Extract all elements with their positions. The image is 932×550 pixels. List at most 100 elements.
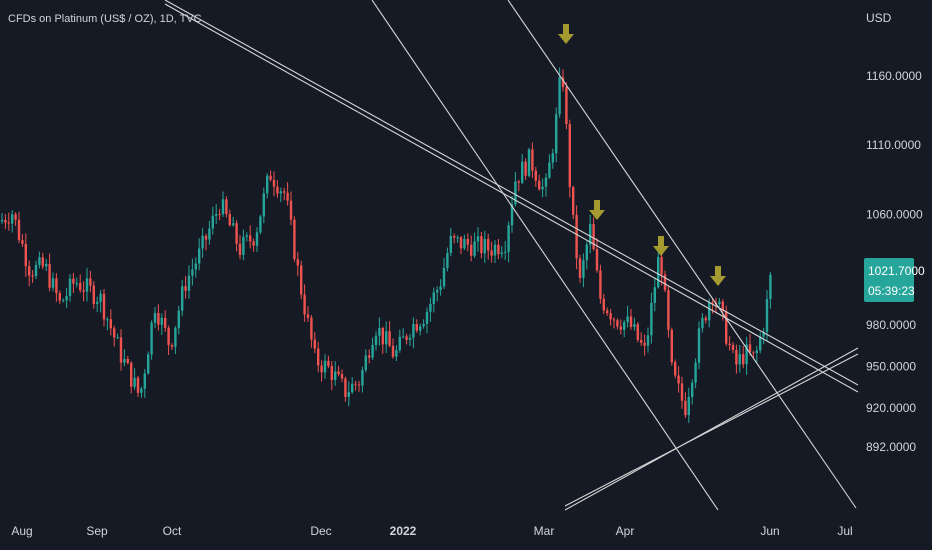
candle-body bbox=[252, 241, 255, 246]
candle-body bbox=[449, 235, 452, 253]
candle-body bbox=[204, 235, 208, 240]
candle-body bbox=[680, 383, 684, 401]
candle-body bbox=[453, 235, 456, 238]
candle-body bbox=[191, 269, 194, 276]
candle-body bbox=[181, 286, 184, 311]
candle-body bbox=[313, 339, 316, 349]
candle-body bbox=[337, 371, 340, 375]
candle-body bbox=[347, 392, 350, 397]
candle-body bbox=[745, 344, 748, 365]
candle-body bbox=[432, 292, 435, 304]
candle-body bbox=[306, 314, 310, 318]
candle-body bbox=[113, 328, 116, 338]
trendline bbox=[507, 0, 857, 509]
candle-body bbox=[21, 240, 24, 244]
candle-body bbox=[653, 287, 656, 303]
candle-body bbox=[674, 362, 677, 376]
candle-body bbox=[527, 149, 531, 176]
trendline bbox=[564, 347, 859, 511]
candle-body bbox=[599, 270, 602, 299]
down-arrow-icon bbox=[653, 236, 669, 256]
candle-body bbox=[425, 311, 429, 324]
candle-body bbox=[381, 328, 384, 345]
candle-body bbox=[575, 214, 578, 259]
arrows-layer bbox=[558, 24, 726, 286]
candle-body bbox=[592, 224, 595, 250]
candle-body bbox=[296, 259, 299, 266]
candle-body bbox=[735, 349, 738, 365]
candle-body bbox=[521, 161, 524, 183]
x-tick-label: Jun bbox=[760, 524, 779, 538]
candle-body bbox=[721, 301, 724, 312]
candle-body bbox=[323, 360, 327, 373]
candle-body bbox=[480, 236, 483, 254]
candle-body bbox=[504, 251, 507, 253]
candle-body bbox=[177, 310, 180, 328]
candle-body bbox=[694, 362, 697, 383]
candle-body bbox=[96, 301, 99, 304]
candle-body bbox=[388, 331, 391, 346]
candle-body bbox=[395, 350, 398, 357]
candle-body bbox=[368, 355, 371, 358]
candle-body bbox=[514, 181, 517, 205]
candle-body bbox=[31, 275, 34, 277]
candle-body bbox=[45, 263, 48, 267]
candle-body bbox=[548, 162, 551, 178]
candle-body bbox=[497, 244, 500, 255]
candle-body bbox=[378, 328, 381, 336]
candle-body bbox=[55, 278, 58, 294]
candle-body bbox=[646, 335, 650, 346]
candle-body bbox=[300, 265, 303, 295]
last-price-tag-box bbox=[864, 258, 914, 302]
x-tick-label: Apr bbox=[616, 524, 635, 538]
candle-body bbox=[490, 250, 493, 256]
price-axis: 1160.0000 1110.0000 1060.0000 980.0000 950.0… bbox=[866, 69, 923, 454]
candle-body bbox=[500, 252, 503, 255]
candle-body bbox=[755, 350, 758, 353]
candle-body bbox=[493, 244, 497, 256]
last-price-value: 1021.7000 bbox=[868, 264, 925, 278]
candle-body bbox=[99, 293, 102, 302]
candle-body bbox=[109, 319, 112, 329]
candle-body bbox=[446, 252, 449, 268]
candle-body bbox=[140, 388, 143, 393]
candle-body bbox=[228, 214, 231, 226]
candle-body bbox=[82, 290, 85, 292]
candle-body bbox=[442, 267, 446, 287]
candle-body bbox=[629, 316, 633, 327]
candle-body bbox=[684, 400, 687, 416]
candle-body bbox=[51, 278, 55, 288]
candle-body bbox=[568, 124, 571, 188]
candle-body bbox=[538, 180, 541, 190]
candle-body bbox=[612, 319, 616, 321]
candle-body bbox=[279, 191, 282, 194]
candle-body bbox=[742, 354, 745, 365]
candle-body bbox=[412, 324, 415, 338]
candle-body bbox=[609, 313, 612, 320]
candle-body bbox=[422, 323, 425, 327]
candle-body bbox=[408, 337, 412, 340]
candle-body bbox=[402, 336, 405, 338]
candle-body bbox=[133, 377, 136, 387]
candle-body bbox=[72, 278, 75, 284]
countdown-timer: 05:39:23 bbox=[868, 284, 915, 298]
candle-body bbox=[7, 222, 10, 224]
candle-body bbox=[269, 175, 272, 180]
candle-body bbox=[759, 336, 762, 351]
candle-body bbox=[4, 219, 7, 223]
candle-body bbox=[357, 384, 361, 386]
y-tick-label: 1110.0000 bbox=[866, 138, 921, 152]
x-tick-label: Sep bbox=[86, 524, 108, 538]
candle-body bbox=[116, 337, 119, 339]
candle-body bbox=[473, 241, 476, 256]
candle-body bbox=[123, 358, 126, 363]
candle-body bbox=[582, 260, 585, 278]
candle-body bbox=[687, 396, 690, 416]
x-tick-label: Oct bbox=[163, 524, 182, 538]
candle-body bbox=[606, 310, 609, 314]
trendlines-layer bbox=[164, 0, 859, 511]
candle-body bbox=[150, 322, 153, 355]
candle-body bbox=[551, 153, 554, 163]
